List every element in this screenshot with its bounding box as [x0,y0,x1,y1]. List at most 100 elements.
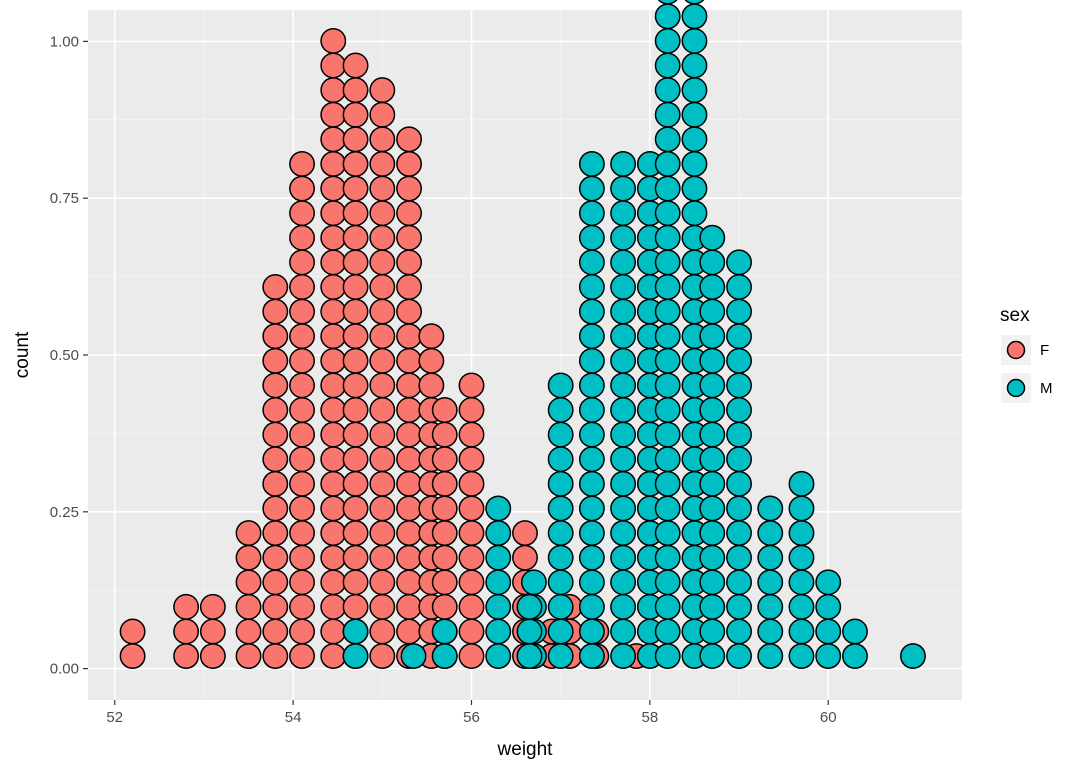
dot-m [654,347,681,374]
dot-f [342,200,369,227]
dot-f [342,495,369,522]
dot-f [262,593,289,620]
dot-f [458,372,485,399]
dot-m [610,347,637,374]
legend-label-f: F [1040,342,1049,359]
dot-f [396,298,423,325]
dot-f [396,249,423,276]
dot-m [681,175,708,202]
dot-f [235,569,262,596]
dot-f [396,470,423,497]
dots-layer [119,0,926,670]
dot-f [458,618,485,645]
dot-m [610,298,637,325]
dot-m [681,150,708,177]
dot-m [699,372,726,399]
dot-f [512,520,538,547]
dot-f [235,618,262,645]
dot-f [418,347,445,374]
dot-f [369,643,396,670]
dot-f [418,372,445,399]
dot-m [788,569,815,596]
dot-m [610,224,637,251]
y-tick-label: 0.75 [50,190,79,207]
dot-m [654,520,681,547]
legend-swatch-m [1006,378,1026,398]
dot-f [289,298,315,325]
dot-f [289,274,315,300]
dot-f [289,643,315,670]
dot-m [657,0,678,5]
dot-m [431,618,458,645]
y-axis-title: count [12,331,33,378]
dot-f [431,470,458,497]
dot-m [726,495,752,522]
dot-m [699,421,726,448]
dot-f [235,593,262,620]
dot-f [396,372,423,399]
dot-m [578,298,605,325]
dot-m [681,52,708,79]
dot-m [654,495,681,522]
dot-m [578,397,605,423]
dot-f [289,200,315,227]
dot-m [654,298,681,325]
dot-f [289,372,315,399]
dot-f [342,347,369,374]
dot-f [342,249,369,276]
dot-f [262,397,289,423]
dot-f [342,569,369,596]
dot-f [431,593,458,620]
dot-m [610,470,637,497]
dot-f [320,274,347,300]
dot-m [654,643,681,670]
dot-m [699,224,726,251]
dot-m [485,544,512,571]
dot-f [342,101,369,128]
dot-f [431,421,458,448]
dot-f [320,520,347,547]
dot-m [788,544,815,571]
dot-f [342,298,369,325]
dot-f [369,224,396,251]
dot-m [654,224,681,251]
dot-m [485,520,512,547]
dot-m [342,643,369,670]
legend-entry-f: F [1001,335,1049,365]
dot-f [289,175,315,202]
dot-f [512,544,538,571]
dot-m [485,618,512,645]
dot-m [757,618,784,645]
dot-m [726,298,752,325]
dot-f [320,298,347,325]
dot-f [431,569,458,596]
dot-m [485,569,512,596]
dot-m [699,298,726,325]
dot-m [788,470,815,497]
dot-f [320,126,347,153]
dot-f [342,52,369,79]
x-axis-title: weight [497,739,554,760]
dot-f [289,470,315,497]
dot-f [289,323,315,350]
dot-f [369,495,396,522]
dot-f [369,421,396,448]
dot-f [262,323,289,350]
dot-m [681,3,708,30]
dot-f [431,520,458,547]
dot-m [654,175,681,202]
dot-m [547,397,574,423]
dot-m [578,274,605,300]
dot-m [578,520,605,547]
dot-f [458,520,485,547]
dot-f [369,323,396,350]
dot-m [578,249,605,276]
dot-m [578,224,605,251]
dot-m [684,0,705,5]
dot-f [369,470,396,497]
dot-m [578,446,605,473]
dot-f [262,421,289,448]
legend-swatch-f [1006,340,1026,360]
dot-f [369,347,396,374]
dot-f [418,323,445,350]
